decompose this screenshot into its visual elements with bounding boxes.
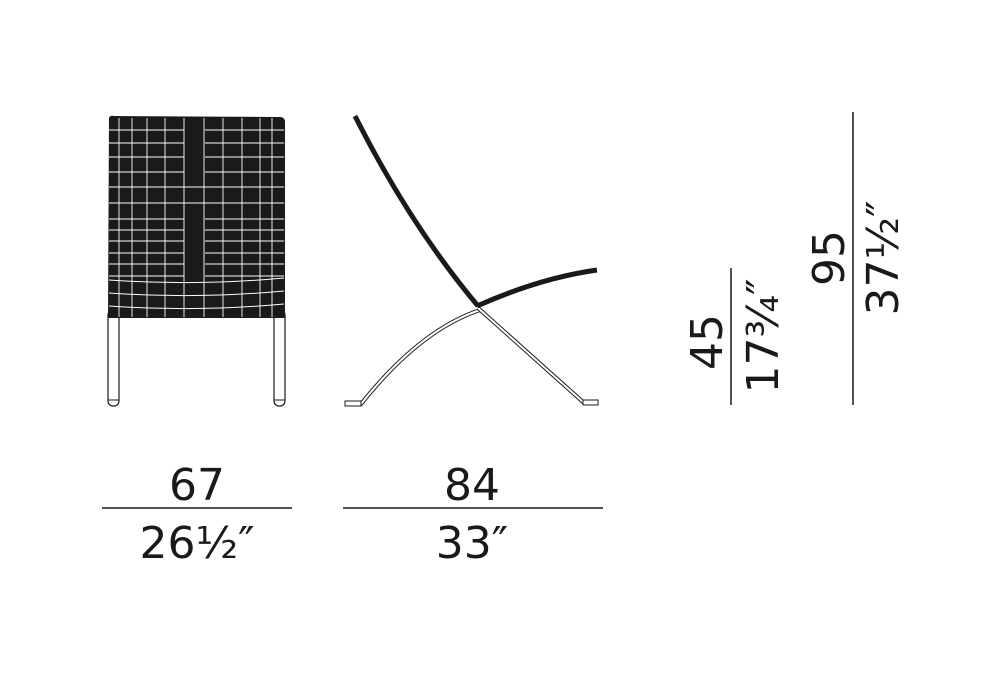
- side-frame-rear: [346, 308, 481, 406]
- side-frame-front: [476, 306, 598, 404]
- weave-grid: [108, 118, 285, 317]
- height-inches: 37½″: [858, 200, 909, 315]
- width-cm: 67: [169, 460, 225, 511]
- width-dimension: 67 26½″: [102, 460, 292, 569]
- weave-line: [108, 290, 285, 297]
- width-inches: 26½″: [139, 518, 254, 569]
- height-dimension: 95 37½″: [804, 112, 909, 405]
- seat-height-cm: 45: [682, 314, 733, 370]
- front-view: [107, 115, 286, 407]
- foot-rear: [344, 400, 362, 407]
- weave-line: [108, 303, 285, 310]
- side-view: [344, 114, 599, 407]
- front-leg-left: [107, 309, 120, 407]
- height-cm: 95: [804, 230, 855, 286]
- side-backrest: [352, 114, 480, 308]
- seat-height-inches: 17¾″: [738, 278, 789, 393]
- front-leg-right: [273, 309, 286, 407]
- woven-backrest-seat: [108, 115, 285, 318]
- weave-line: [108, 277, 285, 284]
- depth-inches: 33″: [436, 518, 508, 569]
- depth-cm: 84: [444, 460, 500, 511]
- depth-dimension: 84 33″: [343, 460, 603, 569]
- foot-front: [582, 399, 599, 406]
- side-seat: [475, 267, 598, 309]
- seat-height-dimension: 45 17¾″: [682, 268, 789, 405]
